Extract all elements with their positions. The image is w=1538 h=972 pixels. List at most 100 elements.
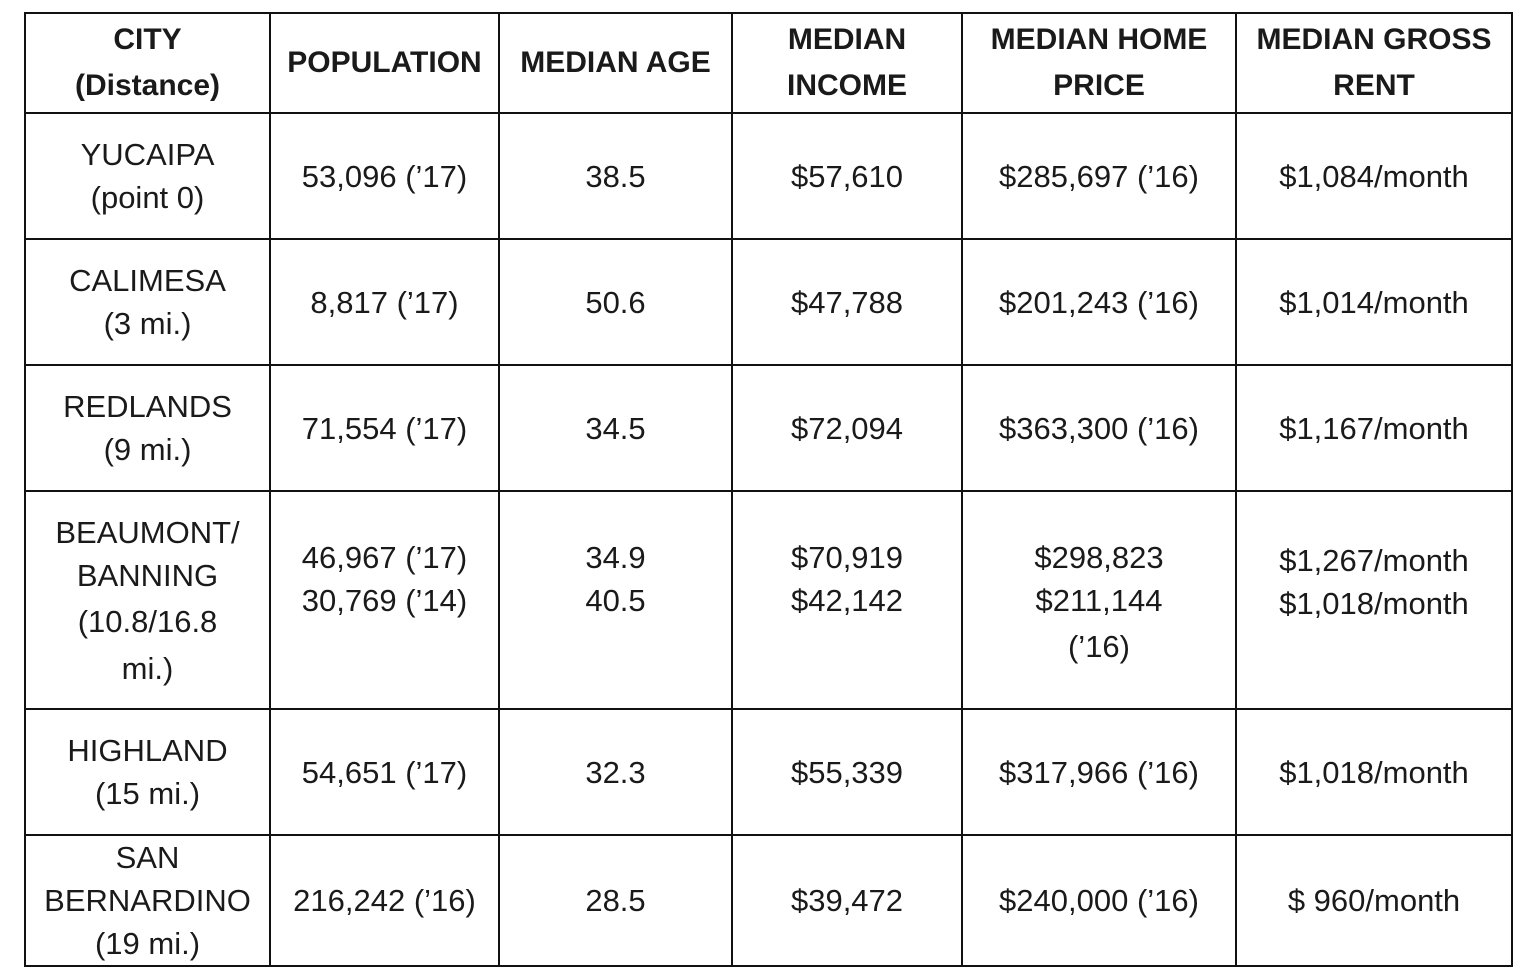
median-income-line: $72,094 [790, 410, 904, 446]
header-population: POPULATION [269, 12, 500, 114]
header-median-home-price: MEDIAN HOME PRICE [961, 12, 1237, 114]
table-row: BEAUMONT/ BANNING (10.8/16.8 mi.) 46,967… [24, 490, 1513, 710]
median-home-price-cell: $317,966 (’16) [961, 708, 1237, 836]
header-median-gross-rent-line: RENT [1333, 69, 1415, 102]
median-gross-rent-cell: $1,167/month [1235, 364, 1513, 492]
median-age-cell: 34.9 40.5 [498, 490, 733, 710]
table-row: YUCAIPA (point 0) 53,096 (’17) 38.5 $57,… [24, 112, 1513, 240]
median-income-line: $47,788 [790, 284, 904, 320]
median-gross-rent-cell: $1,267/month $1,018/month [1235, 490, 1513, 710]
header-median-home-price-line: MEDIAN HOME [990, 23, 1208, 56]
median-income-cell: $57,610 [731, 112, 963, 240]
median-home-price-cell: $240,000 (’16) [961, 834, 1237, 967]
city-line: CALIMESA [69, 263, 226, 298]
population-line: 71,554 (’17) [301, 410, 468, 446]
header-city-line: (Distance) [74, 69, 221, 102]
population-line: 8,817 (’17) [310, 284, 459, 320]
median-gross-rent-line: $1,084/month [1279, 158, 1469, 194]
city-cell: HIGHLAND (15 mi.) [24, 708, 271, 836]
city-line: BANNING [76, 557, 219, 593]
median-income-cell: $39,472 [731, 834, 963, 967]
median-age-cell: 34.5 [498, 364, 733, 492]
city-line: HIGHLAND [67, 733, 228, 768]
median-income-line: $55,339 [790, 754, 904, 790]
city-line: YUCAIPA [80, 137, 215, 172]
median-age-line: 40.5 [585, 583, 646, 618]
header-row: CITY (Distance) POPULATION MEDIAN AGE ME… [24, 12, 1513, 114]
city-line: (15 mi.) [94, 776, 201, 811]
median-home-price-cell: $201,243 (’16) [961, 238, 1237, 366]
city-line: SAN [115, 840, 180, 875]
header-city: CITY (Distance) [24, 12, 271, 114]
median-home-price-line: $363,300 (’16) [999, 410, 1199, 446]
median-gross-rent-cell: $1,014/month [1235, 238, 1513, 366]
median-income-line: $39,472 [790, 883, 904, 918]
header-median-income-line: INCOME [787, 69, 907, 102]
median-income-line: $57,610 [790, 158, 904, 194]
median-home-price-cell: $298,823 $211,144 (’16) [961, 490, 1237, 710]
population-cell: 54,651 (’17) [269, 708, 500, 836]
header-median-income-line: MEDIAN [787, 23, 907, 56]
population-cell: 46,967 (’17) 30,769 (’14) [269, 490, 500, 710]
median-age-cell: 32.3 [498, 708, 733, 836]
median-home-price-line: $285,697 (’16) [999, 158, 1199, 194]
city-line: (19 mi.) [94, 926, 201, 961]
population-cell: 216,242 (’16) [269, 834, 500, 967]
median-age-line: 34.9 [585, 540, 646, 575]
median-gross-rent-line: $1,014/month [1279, 284, 1469, 320]
table-row: HIGHLAND (15 mi.) 54,651 (’17) 32.3 $55,… [24, 708, 1513, 836]
median-age-line: 28.5 [585, 883, 646, 918]
population-line: 216,242 (’16) [293, 883, 476, 918]
population-cell: 71,554 (’17) [269, 364, 500, 492]
header-median-income: MEDIAN INCOME [731, 12, 963, 114]
median-home-price-line: (’16) [1067, 629, 1130, 664]
median-gross-rent-cell: $ 960/month [1235, 834, 1513, 967]
median-age-cell: 38.5 [498, 112, 733, 240]
city-line: BEAUMONT/ [55, 514, 240, 550]
median-income-cell: $72,094 [731, 364, 963, 492]
median-age-line: 50.6 [585, 284, 646, 320]
city-line: (point 0) [90, 180, 205, 215]
median-home-price-line: $240,000 (’16) [999, 883, 1199, 918]
median-age-line: 32.3 [585, 754, 646, 790]
median-home-price-cell: $363,300 (’16) [961, 364, 1237, 492]
median-age-cell: 50.6 [498, 238, 733, 366]
header-median-gross-rent: MEDIAN GROSS RENT [1235, 12, 1513, 114]
median-income-cell: $70,919 $42,142 [731, 490, 963, 710]
median-age-line: 34.5 [585, 410, 646, 446]
city-line: REDLANDS [63, 389, 232, 424]
median-gross-rent-cell: $1,018/month [1235, 708, 1513, 836]
median-home-price-line: $298,823 [1034, 540, 1164, 575]
median-home-price-line: $317,966 (’16) [999, 754, 1199, 790]
city-line: (3 mi.) [103, 306, 192, 341]
median-gross-rent-line: $ 960/month [1287, 883, 1461, 918]
city-cell: CALIMESA (3 mi.) [24, 238, 271, 366]
city-cell: YUCAIPA (point 0) [24, 112, 271, 240]
city-cell: SAN BERNARDINO (19 mi.) [24, 834, 271, 967]
table-row: REDLANDS (9 mi.) 71,554 (’17) 34.5 $72,0… [24, 364, 1513, 492]
median-income-line: $70,919 [790, 540, 904, 575]
median-age-line: 38.5 [585, 158, 646, 194]
city-line: (9 mi.) [103, 432, 192, 467]
population-cell: 53,096 (’17) [269, 112, 500, 240]
header-city-line: CITY [113, 23, 182, 56]
header-median-age: MEDIAN AGE [498, 12, 733, 114]
median-income-cell: $47,788 [731, 238, 963, 366]
population-cell: 8,817 (’17) [269, 238, 500, 366]
median-gross-rent-line: $1,018/month [1279, 586, 1469, 621]
median-gross-rent-cell: $1,084/month [1235, 112, 1513, 240]
population-line: 54,651 (’17) [301, 754, 468, 790]
population-line: 46,967 (’17) [301, 540, 468, 575]
header-median-gross-rent-line: MEDIAN GROSS [1256, 23, 1492, 56]
population-line: 53,096 (’17) [301, 158, 468, 194]
population-line: 30,769 (’14) [301, 583, 468, 618]
city-cell: BEAUMONT/ BANNING (10.8/16.8 mi.) [24, 490, 271, 710]
median-home-price-cell: $285,697 (’16) [961, 112, 1237, 240]
city-line: mi.) [121, 650, 174, 686]
median-gross-rent-line: $1,267/month [1279, 543, 1469, 578]
city-cell: REDLANDS (9 mi.) [24, 364, 271, 492]
median-age-cell: 28.5 [498, 834, 733, 967]
median-home-price-line: $211,144 [1035, 583, 1163, 618]
median-home-price-line: $201,243 (’16) [999, 284, 1199, 320]
header-median-home-price-line: PRICE [1053, 69, 1145, 102]
